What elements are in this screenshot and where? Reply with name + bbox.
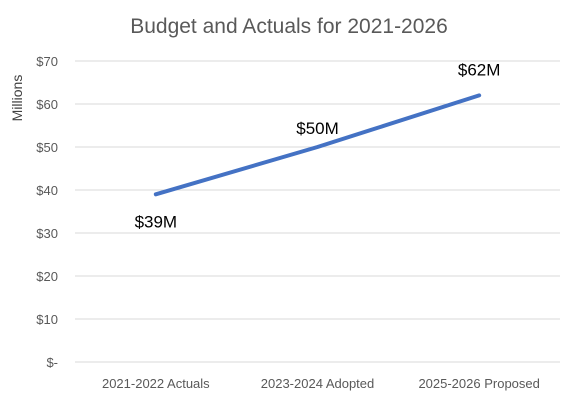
data-label: $39M <box>135 212 178 231</box>
data-label: $62M <box>458 60 501 79</box>
y-tick-label: $60 <box>36 97 58 112</box>
x-tick-label: 2021-2022 Actuals <box>102 376 210 391</box>
series-layer <box>153 93 482 197</box>
y-axis-ticks: $- $10 $20 $30 $40 $50 $60 $70 <box>36 54 58 370</box>
y-tick-label: $- <box>46 355 58 370</box>
y-tick-label: $40 <box>36 183 58 198</box>
x-tick-label: 2023-2024 Adopted <box>261 376 375 391</box>
series-line <box>153 93 482 197</box>
data-point <box>478 94 480 96</box>
y-tick-label: $10 <box>36 312 58 327</box>
data-labels: $39M $50M $62M <box>135 60 501 231</box>
data-label: $50M <box>296 119 339 138</box>
y-tick-label: $70 <box>36 54 58 69</box>
y-tick-label: $20 <box>36 269 58 284</box>
x-axis-ticks: 2021-2022 Actuals 2023-2024 Adopted 2025-2… <box>102 376 540 391</box>
chart-title: Budget and Actuals for 2021-2026 <box>130 15 448 38</box>
data-point <box>317 146 318 148</box>
x-tick-label: 2025-2026 Proposed <box>418 376 539 391</box>
y-tick-label: $50 <box>36 140 58 155</box>
y-axis-label: Millions <box>9 75 25 122</box>
y-tick-label: $30 <box>36 226 58 241</box>
data-point <box>155 193 157 195</box>
